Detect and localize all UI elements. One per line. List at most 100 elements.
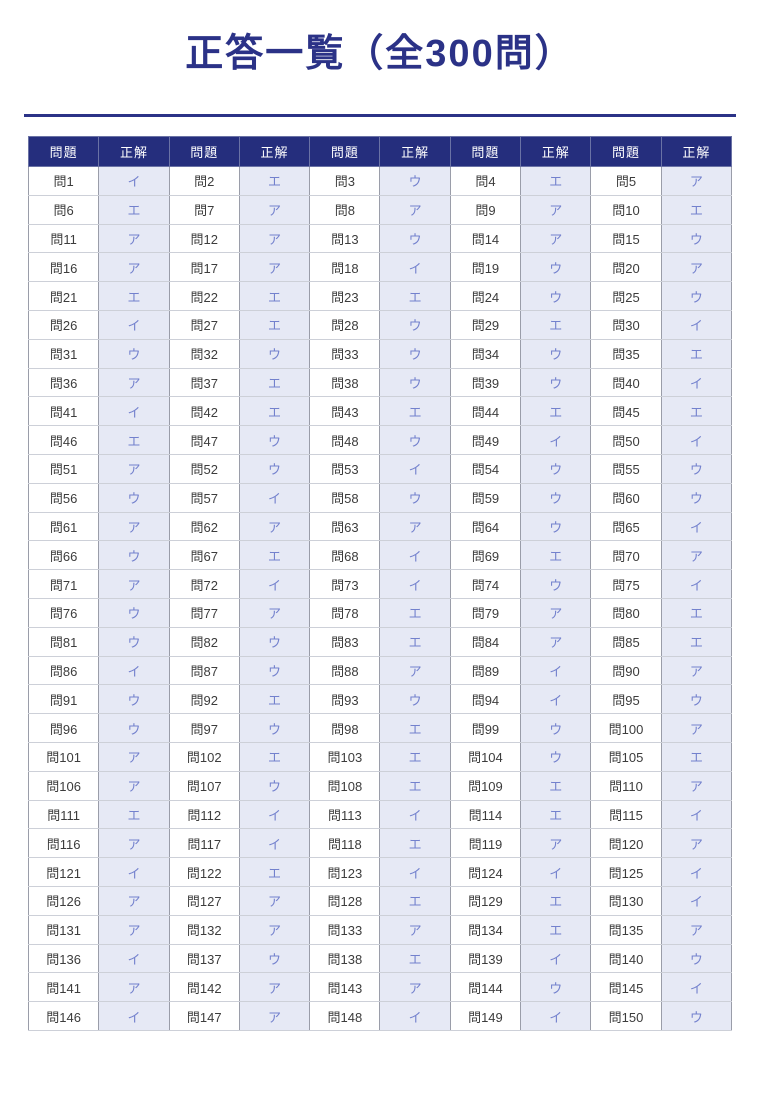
- question-cell: 問80: [590, 597, 662, 628]
- answer-cell: ウ: [660, 223, 733, 254]
- table-row: 問146 イ問147 ア問148 イ問149 イ問150 ウ: [27, 1001, 733, 1031]
- answer-cell: ア: [98, 569, 170, 599]
- answer-cell: ウ: [238, 655, 311, 686]
- question-cell: 問114: [449, 799, 522, 830]
- question-cell: 問112: [168, 799, 240, 830]
- answer-cell: イ: [98, 857, 170, 887]
- answer-cell: ウ: [520, 972, 592, 1003]
- question-cell: 問41: [27, 396, 100, 427]
- answer-cell: エ: [238, 309, 311, 340]
- question-cell: 問3: [309, 166, 381, 196]
- answer-cell: ア: [98, 885, 170, 916]
- question-cell: 問16: [27, 252, 100, 283]
- table-row: 問96 ウ問97 ウ問98 エ問99 ウ問100 ア: [27, 713, 733, 743]
- table-row: 問131 ア問132 ア問133 ア問134 エ問135 ア: [27, 914, 733, 945]
- question-cell: 問142: [168, 972, 240, 1003]
- answer-cell: ウ: [660, 684, 733, 715]
- answer-cell: ウ: [660, 281, 733, 311]
- question-cell: 問59: [449, 482, 522, 513]
- answer-cell: ア: [98, 828, 170, 859]
- question-cell: 問143: [309, 972, 381, 1003]
- question-cell: 問62: [168, 511, 240, 542]
- question-cell: 問12: [168, 223, 240, 254]
- question-cell: 問15: [590, 223, 662, 254]
- question-cell: 問104: [449, 741, 522, 772]
- answer-cell: イ: [98, 943, 170, 974]
- question-cell: 問132: [168, 914, 240, 945]
- answer-cell: ア: [660, 914, 733, 945]
- table-row: 問81 ウ問82 ウ問83 エ問84 ア問85 エ: [27, 626, 733, 657]
- table-row: 問111 エ問112 イ問113 イ問114 エ問115 イ: [27, 799, 733, 830]
- question-cell: 問95: [590, 684, 662, 715]
- answer-cell: ア: [379, 655, 451, 686]
- answer-cell: ウ: [520, 482, 592, 513]
- question-cell: 問22: [168, 281, 240, 311]
- answer-cell: ウ: [520, 569, 592, 599]
- answer-cell: ア: [238, 223, 311, 254]
- answer-cell: エ: [379, 396, 451, 427]
- question-cell: 問83: [309, 626, 381, 657]
- question-cell: 問72: [168, 569, 240, 599]
- answer-cell: ア: [238, 914, 311, 945]
- answer-cell: イ: [238, 482, 311, 513]
- table-row: 問116 ア問117 イ問118 エ問119 ア問120 ア: [27, 828, 733, 859]
- question-cell: 問84: [449, 626, 522, 657]
- question-cell: 問146: [27, 1001, 100, 1031]
- answer-cell: ア: [98, 511, 170, 542]
- question-cell: 問1: [27, 166, 100, 196]
- question-cell: 問108: [309, 770, 381, 801]
- question-cell: 問93: [309, 684, 381, 715]
- answer-cell: ウ: [238, 713, 311, 743]
- answer-cell: イ: [98, 166, 170, 196]
- answer-cell: エ: [98, 799, 170, 830]
- answer-cell: イ: [238, 799, 311, 830]
- answer-cell: エ: [660, 597, 733, 628]
- answer-cell: イ: [379, 453, 451, 484]
- question-cell: 問29: [449, 309, 522, 340]
- answer-cell: ウ: [379, 425, 451, 455]
- question-cell: 問50: [590, 425, 662, 455]
- answer-cell: ウ: [379, 166, 451, 196]
- answer-cell: エ: [660, 194, 733, 225]
- answer-cell: ウ: [520, 511, 592, 542]
- answer-sheet-page: 正答一覧（全300問） 問題 正解 問題 正解 問題 正解 問題 正解 問題 正解 問1 イ問2 エ問…: [0, 22, 760, 1102]
- answer-cell: ウ: [520, 453, 592, 484]
- question-cell: 問28: [309, 309, 381, 340]
- answer-cell: ア: [98, 972, 170, 1003]
- answer-cell: イ: [660, 885, 733, 916]
- question-cell: 問111: [27, 799, 100, 830]
- answer-cell: ウ: [520, 281, 592, 311]
- question-cell: 問137: [168, 943, 240, 974]
- question-cell: 問125: [590, 857, 662, 887]
- question-cell: 問9: [449, 194, 522, 225]
- answer-cell: イ: [660, 569, 733, 599]
- answer-cell: ア: [520, 626, 592, 657]
- answer-cell: ア: [238, 972, 311, 1003]
- question-cell: 問63: [309, 511, 381, 542]
- question-cell: 問57: [168, 482, 240, 513]
- table-row: 問86 イ問87 ウ問88 ア問89 イ問90 ア: [27, 655, 733, 686]
- answer-cell: ア: [238, 511, 311, 542]
- question-cell: 問116: [27, 828, 100, 859]
- answer-cell: ウ: [379, 223, 451, 254]
- question-cell: 問98: [309, 713, 381, 743]
- question-cell: 問126: [27, 885, 100, 916]
- question-cell: 問87: [168, 655, 240, 686]
- answer-cell: ウ: [660, 943, 733, 974]
- header-row: 問題 正解 問題 正解 問題 正解 問題 正解 問題 正解: [27, 136, 733, 167]
- question-cell: 問73: [309, 569, 381, 599]
- question-cell: 問149: [449, 1001, 522, 1031]
- question-cell: 問56: [27, 482, 100, 513]
- answer-cell: ア: [98, 770, 170, 801]
- answer-cell: ウ: [520, 367, 592, 398]
- question-cell: 問89: [449, 655, 522, 686]
- question-cell: 問74: [449, 569, 522, 599]
- question-cell: 問129: [449, 885, 522, 916]
- question-column-header: 問題: [27, 136, 100, 167]
- answer-cell: イ: [379, 540, 451, 571]
- question-cell: 問49: [449, 425, 522, 455]
- answer-cell: ウ: [379, 309, 451, 340]
- answer-cell: イ: [98, 309, 170, 340]
- answer-cell: イ: [98, 396, 170, 427]
- answer-cell: エ: [238, 741, 311, 772]
